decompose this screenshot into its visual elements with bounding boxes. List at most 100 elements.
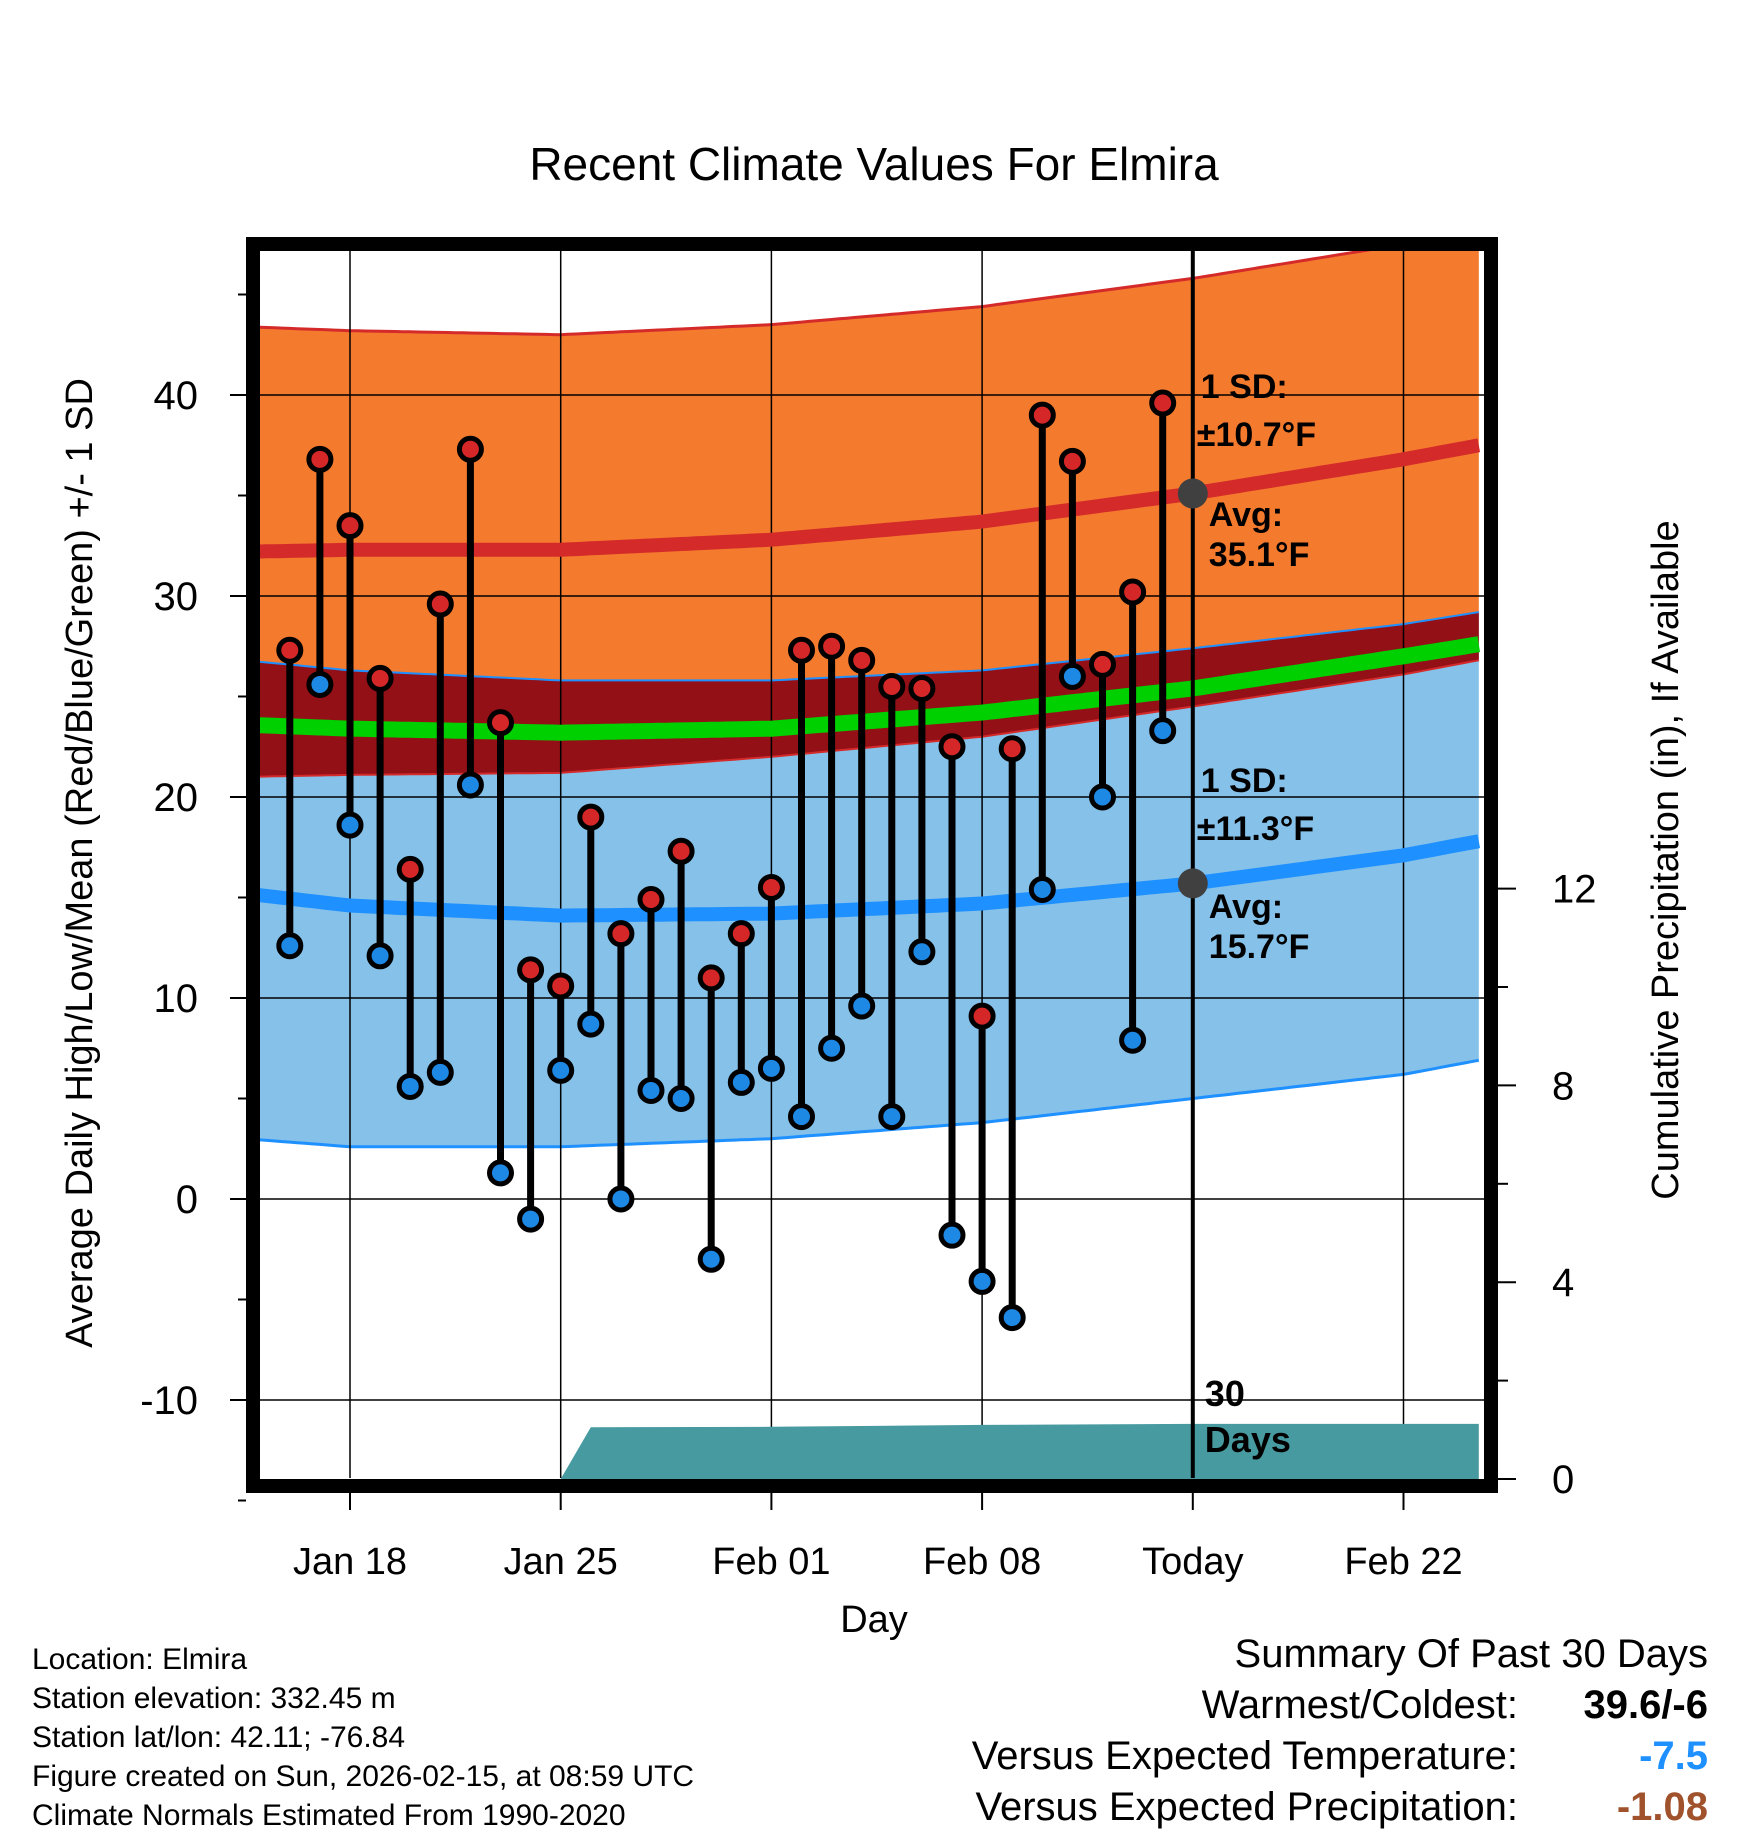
y2-tick-label: 4 bbox=[1552, 1261, 1574, 1305]
low-point bbox=[968, 1267, 996, 1295]
obs-day bbox=[276, 636, 304, 960]
obs-day bbox=[727, 920, 755, 1096]
low-point bbox=[908, 938, 936, 966]
obs-day bbox=[336, 512, 364, 839]
high-point bbox=[1119, 578, 1147, 606]
high-upper-edge bbox=[260, 244, 1413, 337]
warm-cold-value: 39.6/-6 bbox=[1583, 1683, 1708, 1727]
low-point bbox=[667, 1085, 695, 1112]
low-point bbox=[818, 1034, 846, 1062]
low-lower-edge bbox=[260, 1058, 1480, 1149]
y2-tick-label: 8 bbox=[1552, 1064, 1574, 1108]
days-count-label: 30 bbox=[1205, 1373, 1245, 1414]
info-latlon: Station lat/lon: 42.11; -76.84 bbox=[32, 1721, 406, 1754]
precip-area bbox=[560, 1423, 1479, 1479]
low-point bbox=[336, 811, 364, 839]
low-point bbox=[577, 1010, 605, 1038]
high-avg-value: 35.1°F bbox=[1209, 536, 1310, 574]
obs-day bbox=[878, 672, 906, 1131]
obs-day bbox=[908, 674, 936, 966]
high-point bbox=[818, 632, 846, 660]
low-avg-value: 15.7°F bbox=[1209, 928, 1310, 966]
obs-day bbox=[1149, 389, 1177, 745]
high-point bbox=[336, 512, 364, 540]
precip-departure-value: -1.08 bbox=[1616, 1785, 1708, 1829]
obs-day bbox=[998, 735, 1026, 1332]
x-tick-label: Today bbox=[1142, 1541, 1243, 1583]
low-point bbox=[306, 670, 334, 698]
obs-day bbox=[968, 1002, 996, 1295]
x-tick-label: Feb 22 bbox=[1344, 1541, 1462, 1583]
high-point bbox=[788, 636, 815, 664]
avg-high-marker bbox=[1177, 478, 1208, 509]
high-point bbox=[637, 886, 665, 914]
high-sd-value: ±10.7°F bbox=[1197, 416, 1316, 454]
info-elevation: Station elevation: 332.45 m bbox=[32, 1682, 396, 1715]
high-point bbox=[1089, 650, 1116, 678]
low-sd-label: 1 SD: bbox=[1201, 762, 1288, 800]
high-point bbox=[727, 920, 755, 948]
y-tick-label: -10 bbox=[140, 1379, 198, 1423]
high-point bbox=[938, 733, 966, 761]
avg-low-marker bbox=[1177, 868, 1208, 899]
obs-day bbox=[607, 920, 635, 1213]
high-point bbox=[547, 972, 575, 1000]
low-point bbox=[697, 1245, 725, 1273]
low-point bbox=[1119, 1026, 1147, 1054]
low-point bbox=[396, 1072, 424, 1100]
station-info: Location: Elmira Station elevation: 332.… bbox=[32, 1640, 694, 1835]
summary-row-warm-cold: Warmest/Coldest: 39.6/-6 bbox=[808, 1680, 1708, 1731]
high-point bbox=[276, 636, 304, 664]
high-point bbox=[757, 873, 785, 901]
obs-day bbox=[456, 435, 484, 799]
y-tick-label: 30 bbox=[154, 575, 199, 619]
high-point bbox=[1028, 401, 1056, 429]
summary-row-precip: Versus Expected Precipitation: -1.08 bbox=[808, 1782, 1708, 1833]
obs-day bbox=[306, 445, 334, 698]
chart-title: Recent Climate Values For Elmira bbox=[529, 138, 1219, 190]
high-sd-label: 1 SD: bbox=[1201, 368, 1288, 406]
low-point bbox=[1149, 717, 1177, 745]
info-location: Location: Elmira bbox=[32, 1643, 248, 1676]
obs-day bbox=[396, 855, 424, 1100]
high-point bbox=[577, 803, 605, 831]
high-point bbox=[848, 646, 876, 674]
summary-title: Summary Of Past 30 Days bbox=[1234, 1632, 1708, 1676]
precip-departure-label: Versus Expected Precipitation: bbox=[975, 1785, 1518, 1829]
x-axis-label: Day bbox=[840, 1599, 908, 1641]
y-axis-label: Average Daily High/Low/Mean (Red/Blue/Gr… bbox=[59, 378, 101, 1348]
avg-high-line bbox=[260, 438, 1481, 559]
low-point bbox=[607, 1185, 635, 1213]
info-normals: Climate Normals Estimated From 1990-2020 bbox=[32, 1799, 626, 1832]
y2-axis-label: Cumulative Precipitation (in), If Availa… bbox=[1645, 520, 1687, 1199]
obs-day bbox=[517, 956, 545, 1233]
obs-day bbox=[788, 636, 815, 1131]
obs-day bbox=[938, 733, 966, 1249]
obs-day bbox=[1119, 578, 1147, 1054]
y2-tick-label: 0 bbox=[1552, 1458, 1574, 1502]
low-sd-value: ±11.3°F bbox=[1197, 810, 1314, 848]
low-point bbox=[1028, 875, 1056, 903]
obs-day bbox=[637, 886, 665, 1104]
high-point bbox=[667, 837, 695, 865]
high-avg-label: Avg: bbox=[1209, 496, 1283, 534]
high-sd-band bbox=[260, 244, 1479, 777]
high-point bbox=[1149, 389, 1177, 417]
x-tick-label: Feb 01 bbox=[712, 1541, 830, 1583]
low-point bbox=[757, 1054, 785, 1082]
obs-day bbox=[1089, 650, 1116, 811]
low-point bbox=[517, 1205, 545, 1233]
obs-day bbox=[757, 873, 785, 1082]
obs-day bbox=[366, 664, 394, 970]
warm-cold-label: Warmest/Coldest: bbox=[1201, 1683, 1518, 1727]
plot-frame bbox=[246, 237, 1498, 1493]
high-point bbox=[1058, 447, 1086, 475]
high-point bbox=[396, 855, 424, 883]
x-tick-label: Jan 25 bbox=[504, 1541, 618, 1583]
high-point bbox=[456, 435, 484, 463]
low-point bbox=[998, 1304, 1026, 1332]
x-tick-label: Jan 18 bbox=[293, 1541, 407, 1583]
info-created: Figure created on Sun, 2026-02-15, at 08… bbox=[32, 1760, 695, 1793]
y-tick-label: 10 bbox=[154, 977, 199, 1021]
